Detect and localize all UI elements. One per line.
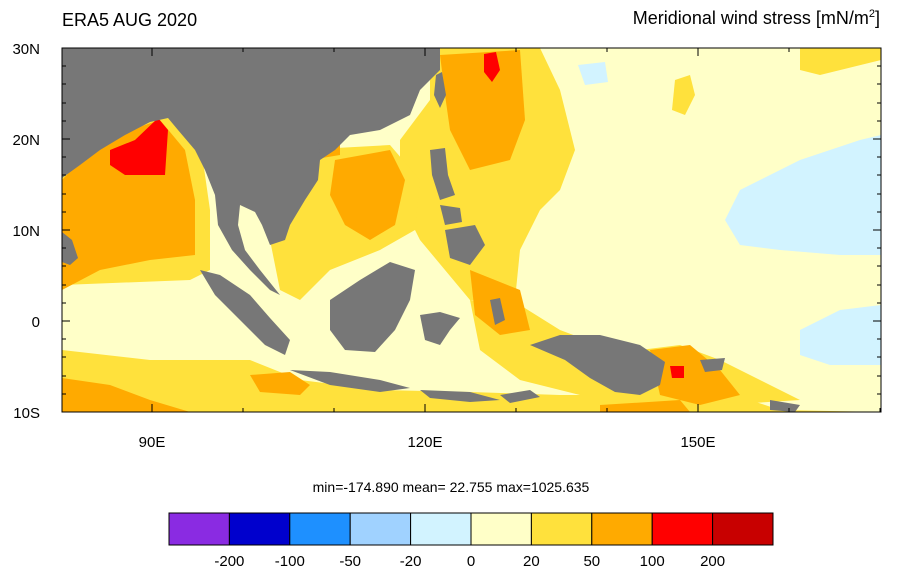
field-yellow-ne-strip [800,48,881,75]
field-orange-java-south [250,372,310,395]
lat-label-30n: 30N [12,41,40,58]
land-halmahera [490,298,505,325]
land-hainan [318,137,332,153]
colorbar-label-8: 200 [700,553,725,570]
colorbar-swatch-4 [410,512,472,546]
field-orange-south-indian [62,378,190,412]
land-asia-mainland [62,48,440,295]
land-timor [500,390,540,403]
colorbar-label-5: 20 [523,553,540,570]
land-luzon [430,148,455,200]
field-statistics: min=-174.890 mean= 22.755 max=1025.635 [312,479,590,495]
colorbar [168,512,774,546]
colorbar-swatch-2 [289,512,351,546]
lat-label-0: 0 [32,314,40,331]
field-orange-se-strip [600,400,690,412]
land-borneo [330,262,415,352]
field-red-png [670,366,684,378]
colorbar-label-4: 0 [467,553,475,570]
colorbar-swatch-5 [470,512,532,546]
colorbar-swatch-8 [651,512,714,546]
field-paleblue-east-equator [800,305,881,365]
field-orange-luzon-strait [440,50,525,170]
land-sulawesi [420,312,460,345]
colorbar-label-2: -50 [339,553,361,570]
lon-label-90e: 90E [139,434,166,451]
land-masses [62,48,800,412]
colorbar-label-0: -200 [214,553,244,570]
colorbar-label-3: -20 [400,553,422,570]
lon-label-150e: 150E [680,434,715,451]
lon-label-120e: 120E [407,434,442,451]
field-orange-scs [330,150,405,240]
field-paleblue-north [578,62,608,85]
colorbar-swatch-1 [228,512,291,546]
colorbar-swatch-7 [591,512,653,546]
land-solomon [770,400,800,412]
field-red-taiwan-east [484,52,500,82]
land-lesser-sunda [420,390,500,402]
colorbar-swatch-6 [530,512,593,546]
field-paleblue-east-pacific [725,135,881,255]
land-mindanao [445,225,485,265]
field-red-bengal-coast [110,118,168,175]
axis-ticks [61,47,881,413]
colorbar-label-1: -100 [275,553,305,570]
colorbar-label-6: 50 [583,553,600,570]
land-india-tip [62,232,78,265]
field-yellow-ne-blob [672,75,695,115]
plot-title-right: Meridional wind stress [mN/m2] [632,8,880,28]
colorbar-labels: -200 -100 -50 -20 0 20 50 100 200 [214,553,725,570]
map-field [62,48,881,412]
land-java [290,370,410,392]
plot-title-left: ERA5 AUG 2020 [62,10,198,30]
colorbar-swatch-3 [349,512,412,546]
field-orange-png-east [650,345,740,405]
lat-label-20n: 20N [12,132,40,149]
land-taiwan [434,72,446,108]
field-yellow-west-pacific [400,48,575,300]
land-new-britain [700,358,725,372]
lat-label-10n: 10N [12,223,40,240]
colorbar-swatch-9 [712,512,774,546]
colorbar-label-7: 100 [640,553,665,570]
colorbar-swatch-0 [168,512,230,546]
land-sumatra [200,270,290,355]
land-visayas [440,205,462,225]
land-new-guinea [530,335,665,395]
lat-label-10s: 10S [13,405,40,422]
